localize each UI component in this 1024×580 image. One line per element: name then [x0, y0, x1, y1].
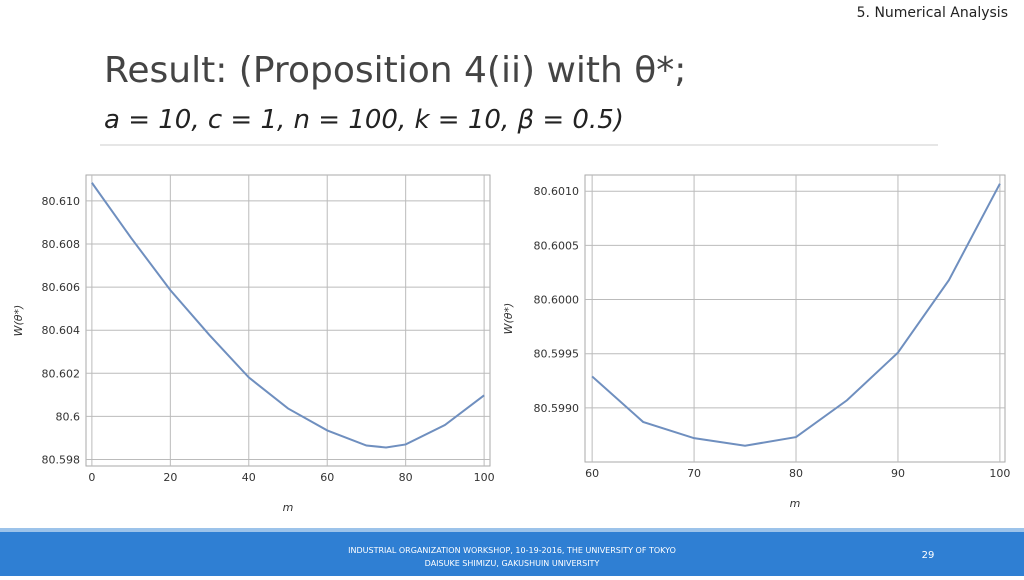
- slide-subtitle: a = 10, c = 1, n = 100, k = 10, β = 0.5): [104, 105, 624, 135]
- y-axis-label: W(θ*): [502, 303, 515, 335]
- y-tick-label: 80.6: [56, 410, 81, 423]
- x-tick-label: 60: [585, 467, 599, 480]
- x-axis-label: m: [283, 501, 294, 514]
- footer-text: DAISUKE SHIMIZU, GAKUSHUIN UNIVERSITY: [425, 559, 600, 568]
- x-tick-label: 90: [891, 467, 905, 480]
- y-tick-label: 80.606: [42, 281, 81, 294]
- x-axis-label: m: [790, 497, 801, 510]
- x-tick-label: 80: [399, 471, 413, 484]
- x-tick-label: 70: [687, 467, 701, 480]
- x-tick-label: 20: [163, 471, 177, 484]
- plot-frame: [85, 174, 491, 467]
- x-tick-label: 100: [989, 467, 1010, 480]
- slide-title: Result: (Proposition 4(ii) with θ*;: [104, 50, 686, 91]
- data-line: [91, 182, 485, 449]
- y-tick-label: 80.6005: [534, 239, 580, 252]
- y-tick-label: 80.608: [42, 238, 81, 251]
- x-tick-label: 80: [789, 467, 803, 480]
- chart: 80.598 80.6 80.602 80.604 80.606 80.608 80.610…: [12, 174, 495, 514]
- x-tick-label: 60: [320, 471, 334, 484]
- x-tick-label: 0: [88, 471, 95, 484]
- section-label: 5. Numerical Analysis: [857, 5, 1008, 21]
- y-tick-label: 80.598: [42, 454, 81, 467]
- y-tick-label: 80.610: [42, 195, 81, 208]
- footer-strip: [0, 528, 1024, 532]
- y-tick-label: 80.5995: [534, 348, 580, 361]
- x-tick-label: 40: [242, 471, 256, 484]
- y-tick-label: 80.6010: [534, 185, 580, 198]
- y-tick-label: 80.602: [42, 367, 81, 380]
- plot-frame: [584, 174, 1006, 463]
- chart: 80.5990 80.5995 80.6000 80.6005 80.6010 60 70 8…: [502, 174, 1010, 510]
- y-axis-label: W(θ*): [12, 305, 25, 337]
- y-tick-label: 80.6000: [534, 294, 580, 307]
- y-tick-label: 80.5990: [534, 402, 580, 415]
- charts: 80.598 80.6 80.602 80.604 80.606 80.608 80.610…: [12, 174, 1010, 514]
- y-tick-label: 80.604: [42, 324, 81, 337]
- footer-bar: [0, 532, 1024, 576]
- x-tick-label: 100: [474, 471, 495, 484]
- footer-text: INDUSTRIAL ORGANIZATION WORKSHOP, 10-19-…: [348, 546, 676, 555]
- page-number: 29: [922, 550, 935, 561]
- data-line: [591, 183, 1001, 447]
